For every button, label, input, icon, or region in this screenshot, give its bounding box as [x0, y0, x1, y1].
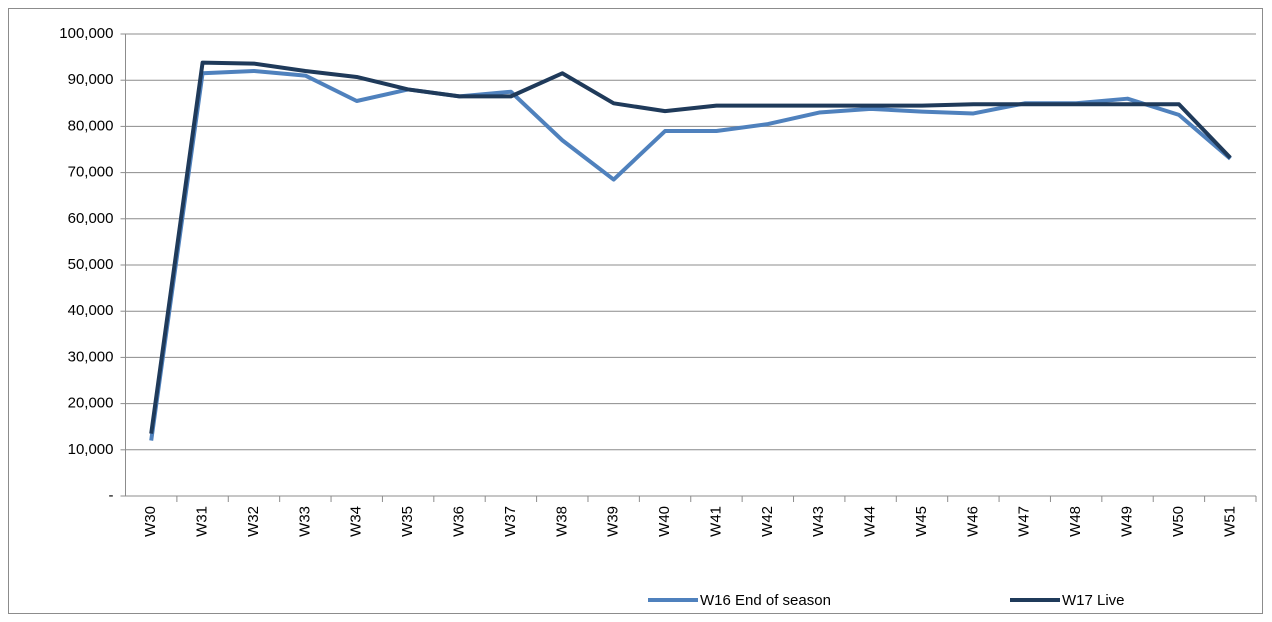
x-tick-label: W31	[194, 506, 211, 537]
x-tick-label: W46	[964, 506, 981, 537]
x-tick-label: W38	[553, 506, 570, 537]
y-tick-label: 30,000	[68, 348, 114, 365]
x-tick-label: W49	[1119, 506, 1136, 537]
x-tick-label: W36	[450, 506, 467, 537]
x-tick-label: W39	[605, 506, 622, 537]
x-tick-label: W51	[1221, 506, 1238, 537]
y-tick-label: 100,000	[59, 25, 113, 42]
y-tick-label: 90,000	[68, 71, 114, 88]
x-tick-label: W48	[1067, 506, 1084, 537]
x-tick-label: W32	[245, 506, 262, 537]
y-tick-label: 20,000	[68, 395, 114, 412]
legend-label: W17 Live	[1062, 592, 1125, 609]
x-tick-label: W37	[502, 506, 519, 537]
x-tick-label: W50	[1170, 506, 1187, 537]
y-tick-label: 70,000	[68, 164, 114, 181]
y-tick-label: 50,000	[68, 256, 114, 273]
x-tick-label: W34	[348, 506, 365, 537]
legend-label: W16 End of season	[700, 592, 831, 609]
x-tick-label: W41	[707, 506, 724, 537]
x-tick-label: W42	[759, 506, 776, 537]
x-tick-label: W40	[656, 506, 673, 537]
x-tick-label: W43	[810, 506, 827, 537]
x-tick-label: W35	[399, 506, 416, 537]
x-tick-label: W47	[1016, 506, 1033, 537]
x-tick-label: W30	[142, 506, 159, 537]
y-tick-label: 80,000	[68, 117, 114, 134]
y-tick-label: 40,000	[68, 302, 114, 319]
y-tick-label: 60,000	[68, 210, 114, 227]
y-tick-label: 10,000	[68, 441, 114, 458]
x-tick-label: W45	[913, 506, 930, 537]
x-tick-label: W33	[296, 506, 313, 537]
y-tick-label: -	[109, 487, 114, 504]
x-tick-label: W44	[862, 506, 879, 537]
series-line	[149, 60, 1232, 434]
